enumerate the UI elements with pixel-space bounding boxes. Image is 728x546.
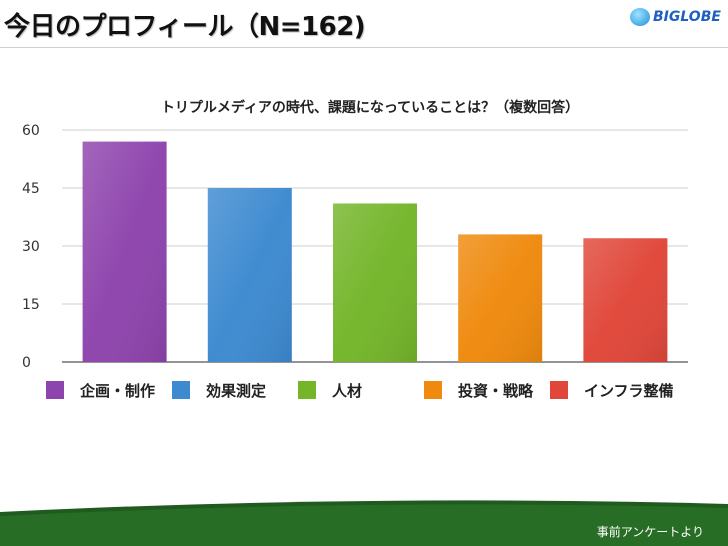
legend-swatch [46, 381, 64, 399]
bars [82, 141, 668, 362]
page-title: 今日のプロフィール（N=162) [4, 12, 366, 42]
bar-sheen [583, 238, 668, 362]
footer-note: 事前アンケートより [596, 525, 704, 539]
title-divider [0, 47, 728, 48]
logo-icon [630, 8, 650, 26]
y-tick-label: 30 [22, 239, 40, 255]
bar-sheen [458, 234, 543, 362]
legend-label: インフラ整備 [584, 382, 674, 400]
legend: 企画・制作 効果測定 人材 投資・戦略 インフラ整備 [46, 381, 674, 400]
footer-band: 事前アンケートより [0, 500, 728, 546]
y-tick-label: 45 [22, 181, 40, 197]
chart-title: トリプルメディアの時代、課題になっていることは？（複数回答） [161, 99, 579, 116]
legend-label: 企画・制作 [79, 382, 155, 400]
legend-label: 人材 [332, 382, 362, 400]
bar-sheen [207, 188, 292, 362]
legend-swatch [550, 381, 568, 399]
biglobe-logo: BIGLOBE [630, 6, 722, 28]
bar-chart: トリプルメディアの時代、課題になっていることは？（複数回答） 0 15 30 45 60… [22, 99, 688, 400]
y-axis: 0 15 30 45 60 [22, 123, 40, 371]
bar-sheen [82, 141, 167, 362]
legend-label: 投資・戦略 [458, 382, 534, 400]
y-tick-label: 0 [22, 355, 31, 371]
legend-swatch [424, 381, 442, 399]
legend-swatch [298, 381, 316, 399]
logo-text: BIGLOBE [653, 9, 721, 25]
legend-label: 効果測定 [206, 382, 266, 400]
y-tick-label: 60 [22, 123, 40, 139]
y-tick-label: 15 [22, 297, 40, 313]
bar-sheen [333, 203, 417, 362]
legend-swatch [172, 381, 190, 399]
